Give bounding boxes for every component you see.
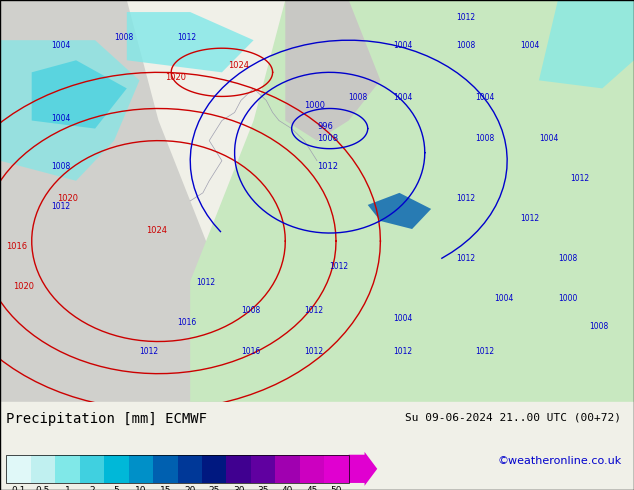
Text: Su 09-06-2024 21..00 UTC (00+72): Su 09-06-2024 21..00 UTC (00+72) (405, 413, 621, 422)
Text: 1004: 1004 (393, 315, 413, 323)
Text: 1012: 1012 (393, 346, 412, 356)
Text: 1004: 1004 (520, 41, 540, 50)
Text: 1012: 1012 (304, 346, 323, 356)
Text: 1024: 1024 (146, 226, 167, 235)
Bar (324, 455, 349, 483)
Text: 1000: 1000 (558, 294, 578, 303)
Text: 1012: 1012 (51, 202, 70, 211)
Text: 1016: 1016 (241, 346, 260, 356)
Text: 1016: 1016 (178, 318, 197, 327)
Text: 10: 10 (135, 487, 146, 490)
Bar (6, 455, 31, 483)
Text: 1008: 1008 (51, 162, 70, 171)
Text: 30: 30 (233, 487, 244, 490)
Text: 1020: 1020 (165, 74, 186, 82)
Polygon shape (539, 0, 634, 88)
Text: 1012: 1012 (317, 162, 338, 171)
Text: 50: 50 (331, 487, 342, 490)
Bar (226, 455, 251, 483)
Text: 1024: 1024 (228, 61, 249, 70)
Text: 1008: 1008 (476, 134, 495, 143)
Text: 1012: 1012 (330, 262, 349, 271)
Bar (6, 455, 349, 483)
Text: 45: 45 (306, 487, 318, 490)
Text: 1008: 1008 (456, 41, 476, 50)
Text: 0.1: 0.1 (11, 487, 26, 490)
Text: 1004: 1004 (393, 41, 413, 50)
Text: 1008: 1008 (114, 33, 133, 42)
Text: 0.5: 0.5 (36, 487, 50, 490)
Text: 1012: 1012 (139, 346, 158, 356)
Bar (55, 455, 80, 483)
Text: 1: 1 (65, 487, 70, 490)
Text: 996: 996 (317, 122, 333, 130)
Bar (80, 455, 104, 483)
Text: 1008: 1008 (590, 322, 609, 331)
Polygon shape (368, 193, 431, 229)
Polygon shape (285, 0, 380, 141)
Text: 1000: 1000 (304, 101, 325, 110)
Text: Precipitation [mm] ECMWF: Precipitation [mm] ECMWF (6, 413, 207, 426)
Text: 1012: 1012 (520, 214, 539, 223)
Text: 1004: 1004 (393, 94, 413, 102)
Text: 1004: 1004 (476, 94, 495, 102)
Text: 5: 5 (113, 487, 119, 490)
Bar (129, 455, 153, 483)
Text: 1012: 1012 (476, 346, 495, 356)
Text: 1004: 1004 (51, 41, 70, 50)
Polygon shape (0, 40, 139, 181)
Bar (104, 455, 129, 483)
Bar (153, 455, 178, 483)
Text: 15: 15 (160, 487, 171, 490)
Text: 1008: 1008 (558, 254, 577, 263)
Text: 1004: 1004 (495, 294, 514, 303)
Text: 1008: 1008 (317, 134, 338, 143)
Text: 25: 25 (209, 487, 220, 490)
Text: 1008: 1008 (241, 306, 260, 316)
Text: 1008: 1008 (349, 94, 368, 102)
Polygon shape (0, 0, 222, 402)
Text: 1012: 1012 (304, 306, 323, 316)
Polygon shape (190, 0, 634, 402)
Bar (275, 455, 300, 483)
Polygon shape (32, 60, 127, 128)
Text: 1012: 1012 (456, 13, 476, 22)
Text: 1012: 1012 (456, 254, 476, 263)
Text: 1012: 1012 (178, 33, 197, 42)
Text: 35: 35 (257, 487, 269, 490)
Bar (178, 455, 202, 483)
Bar (31, 455, 55, 483)
Text: 1012: 1012 (197, 278, 216, 287)
Text: ©weatheronline.co.uk: ©weatheronline.co.uk (497, 457, 621, 466)
Polygon shape (127, 12, 254, 73)
Text: 40: 40 (282, 487, 294, 490)
Text: 1020: 1020 (13, 282, 34, 291)
Text: 1016: 1016 (6, 242, 27, 251)
Text: 1004: 1004 (51, 114, 70, 122)
Text: 2: 2 (89, 487, 94, 490)
Bar (202, 455, 226, 483)
Text: 1012: 1012 (456, 194, 476, 203)
Bar (251, 455, 275, 483)
Text: 1020: 1020 (57, 194, 78, 203)
Text: 1012: 1012 (571, 174, 590, 183)
Text: 20: 20 (184, 487, 195, 490)
Bar (300, 455, 324, 483)
FancyArrow shape (349, 452, 377, 486)
Text: 1004: 1004 (539, 134, 559, 143)
